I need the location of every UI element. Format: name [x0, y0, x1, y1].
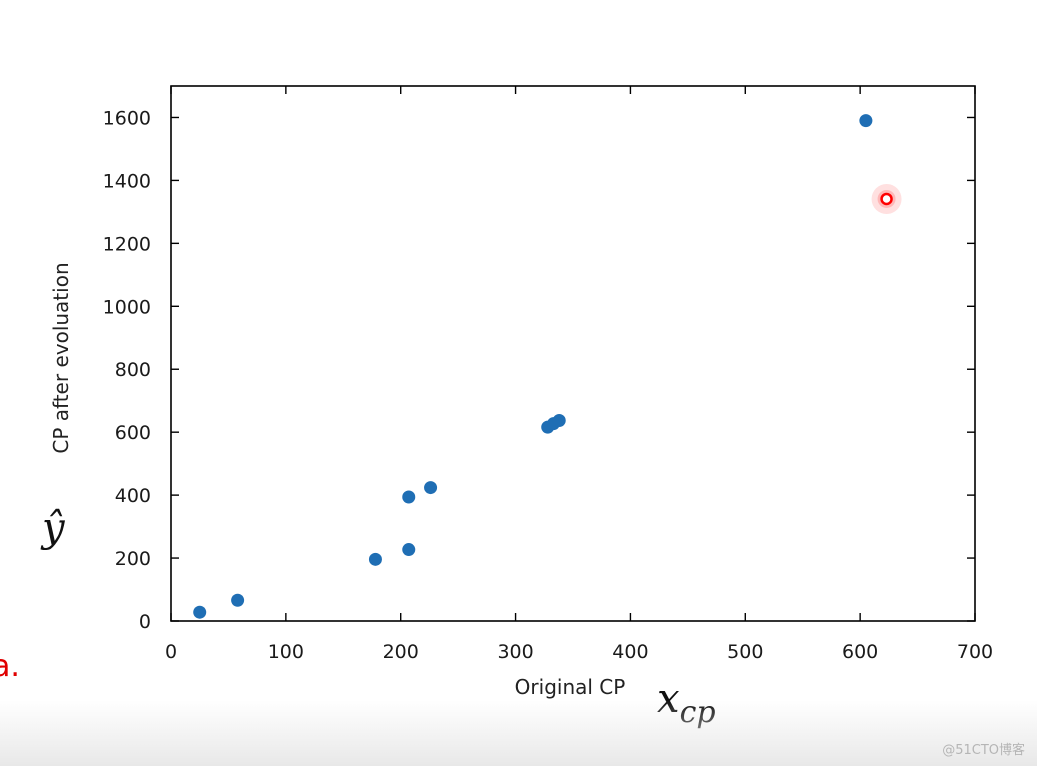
x-tick-label: 700 — [957, 641, 993, 663]
watermark: @51CTO博客 — [942, 743, 1025, 758]
x-axis-label: Original CP — [515, 675, 626, 699]
x-tick-label: 400 — [612, 641, 648, 663]
y-tick-label: 600 — [115, 422, 151, 444]
y-hat-annotation: ŷ — [40, 505, 66, 551]
data-point — [424, 481, 438, 495]
plot-frame — [170, 85, 976, 622]
y-tick-label: 800 — [115, 359, 151, 381]
data-point — [859, 114, 873, 128]
y-axis-label: CP after evoluation — [49, 262, 73, 453]
y-tick-label: 1000 — [103, 296, 151, 318]
y-tick-label: 400 — [115, 485, 151, 507]
ticks-layer: 0 100 200 300 400 500 600 700 0 200 400 600 800 1000 1… — [103, 86, 993, 663]
y-tick-label: 1600 — [103, 107, 151, 129]
highlighted-data-point — [880, 192, 893, 206]
x-tick-label: 600 — [842, 641, 878, 663]
x-tick-label: 0 — [165, 641, 177, 663]
data-point — [368, 552, 382, 566]
data-point — [402, 543, 416, 557]
x-tick-label: 500 — [727, 641, 763, 663]
data-point — [231, 593, 245, 607]
y-tick-label: 0 — [139, 611, 151, 633]
points-layer — [193, 114, 902, 619]
y-tick-label: 1400 — [103, 170, 151, 192]
bottom-fade-band — [0, 700, 1037, 766]
data-point — [193, 605, 207, 619]
data-point — [552, 414, 566, 428]
data-point — [402, 490, 416, 504]
cut-off-text: a. — [0, 649, 20, 684]
x-tick-label: 100 — [268, 641, 304, 663]
x-tick-label: 200 — [383, 641, 419, 663]
y-tick-label: 1200 — [103, 233, 151, 255]
x-tick-label: 300 — [497, 641, 533, 663]
y-tick-label: 200 — [115, 548, 151, 570]
